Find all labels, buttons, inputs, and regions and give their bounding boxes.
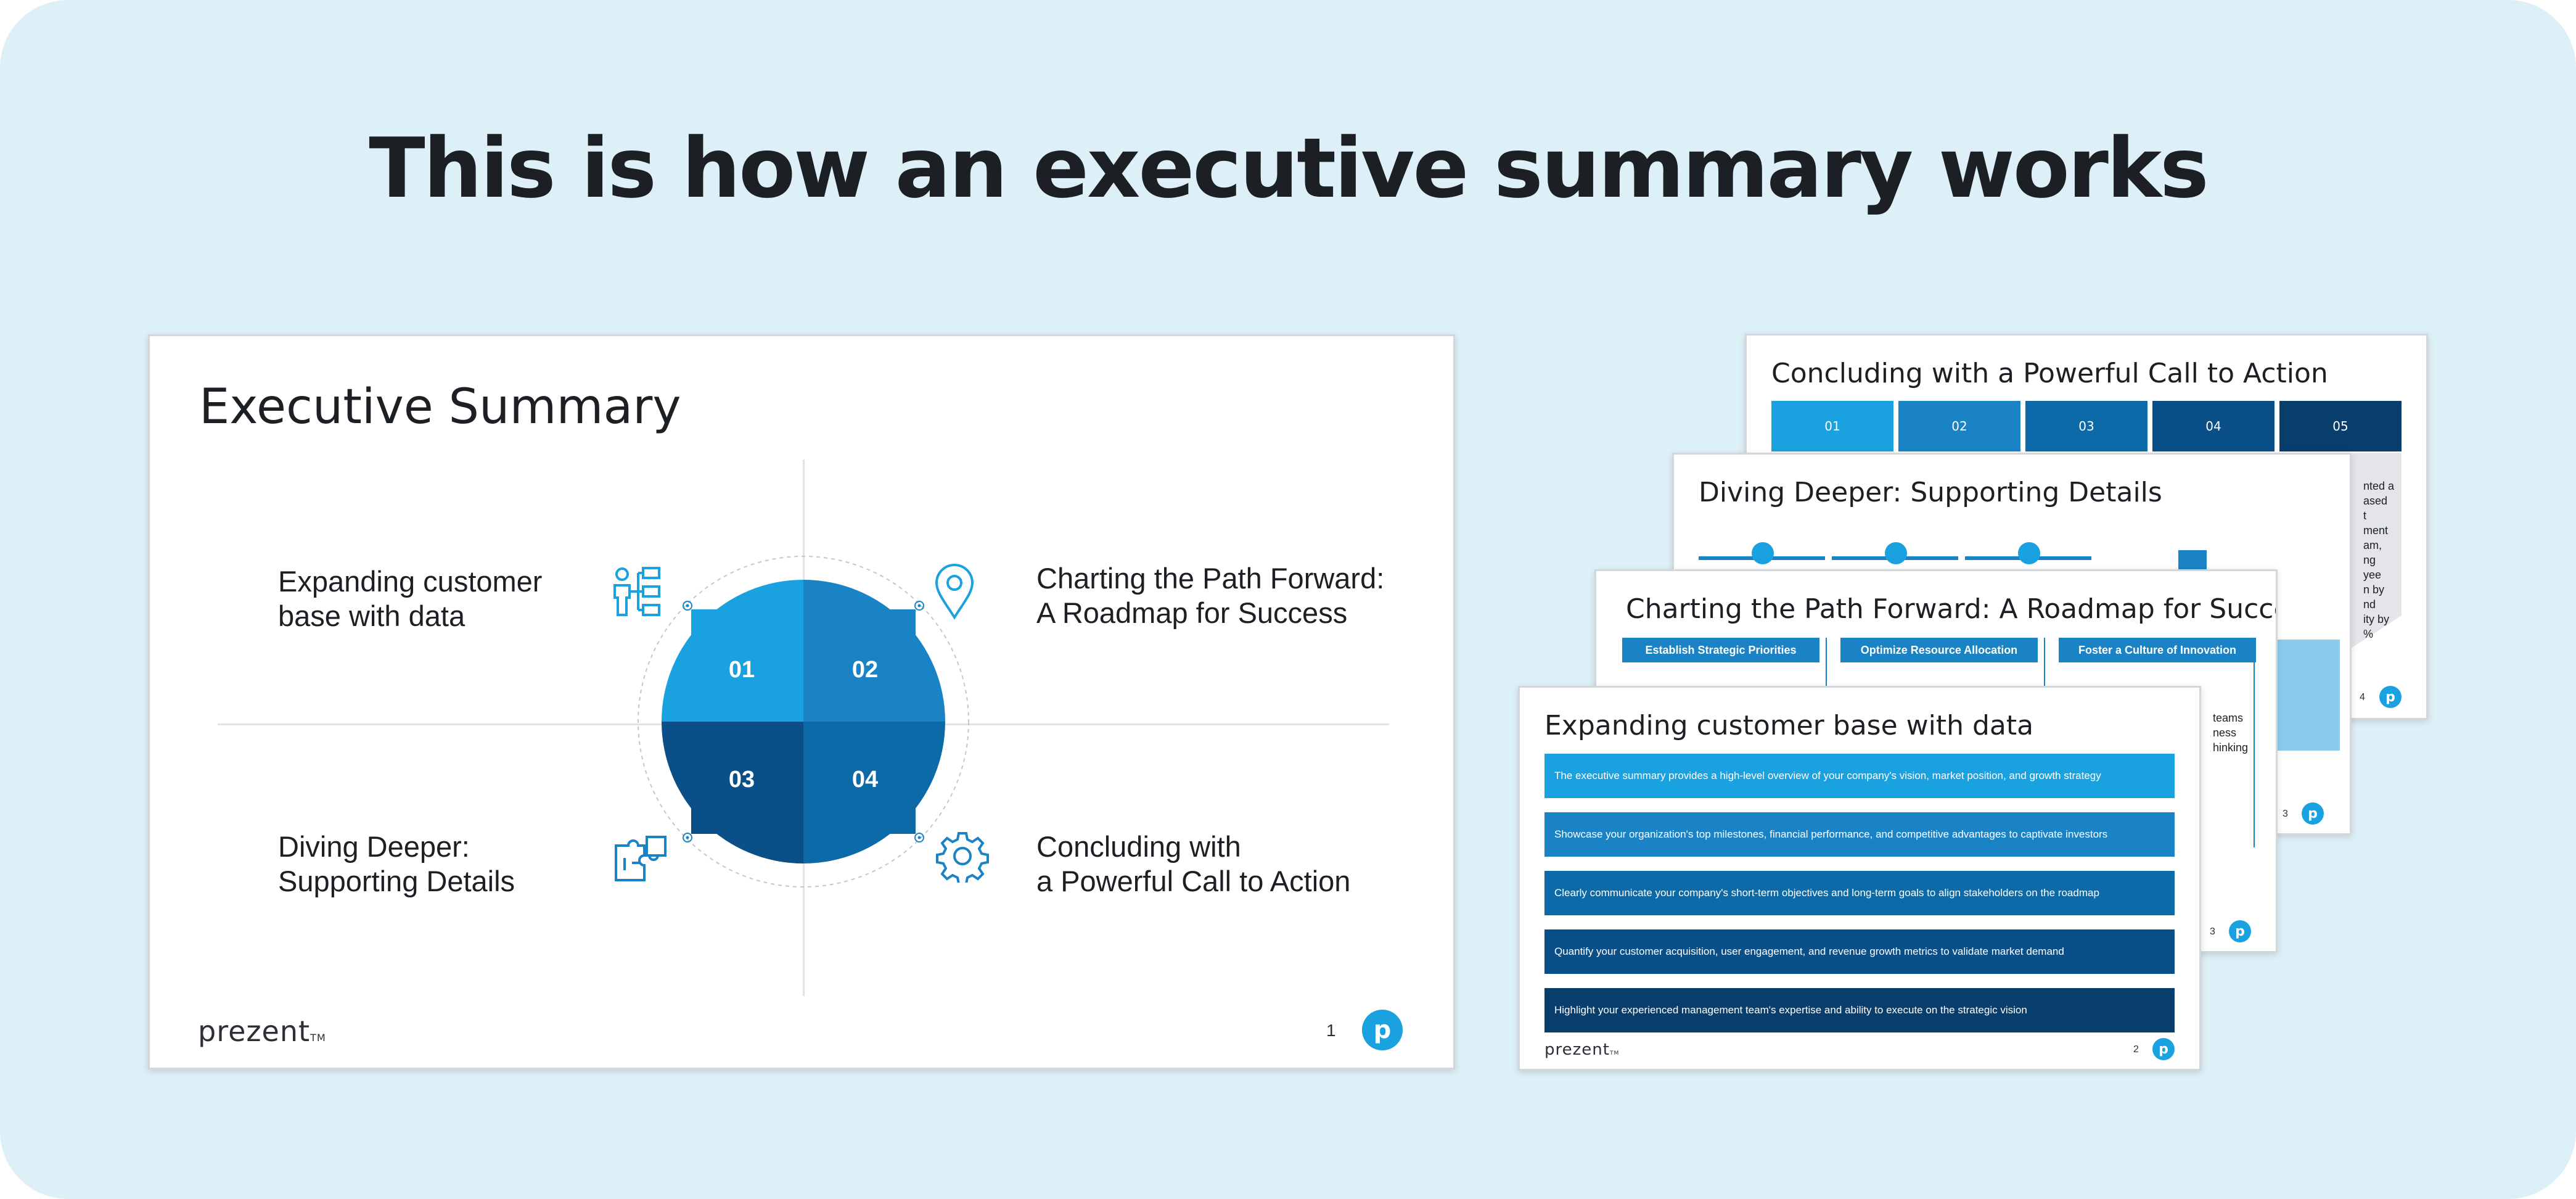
quadrant-label-1: Expanding customer base with data (278, 565, 543, 632)
prezent-logo: prezentTM (198, 1015, 326, 1048)
prezent-badge-icon: p (1362, 1010, 1403, 1050)
step-tile: 04 (2152, 401, 2275, 451)
column-header: Establish Strategic Priorities (1622, 638, 1819, 662)
quadrant-wedge-04 (803, 722, 945, 863)
chart-icon (1885, 542, 1907, 564)
slide-title: Charting the Path Forward: A Roadmap for… (1626, 593, 2278, 625)
quadrant-number-04: 04 (852, 767, 878, 793)
org-chart-person-icon (613, 567, 660, 616)
calendar-icon (1752, 542, 1774, 564)
prezent-badge-icon: p (2379, 686, 2402, 708)
page-number: 2 (2133, 1044, 2139, 1055)
quadrant-label-2: Charting the Path Forward: A Roadmap for… (1036, 562, 1385, 629)
page-title: This is how an executive summary works (369, 120, 2209, 216)
slide-title: Expanding customer base with data (1544, 710, 2034, 741)
column-header: Foster a Culture of Innovation (2059, 638, 2256, 662)
summary-row: Clearly communicate your company's short… (1544, 871, 2175, 915)
column-divider (2254, 662, 2255, 847)
slide-executive-summary[interactable]: Executive Summary Expanding customer bas… (148, 334, 1455, 1069)
slide-title: Diving Deeper: Supporting Details (1699, 477, 2162, 508)
prezent-logo: prezentTM (1544, 1040, 1620, 1059)
summary-row: The executive summary provides a high-le… (1544, 754, 2175, 798)
quadrant-circle-diagram: 01 02 03 04 (638, 556, 969, 888)
prezent-badge-icon: p (2302, 802, 2324, 825)
step-tile: 05 (2279, 401, 2402, 451)
body-text-fragment: teams ness hinking (2213, 712, 2249, 754)
quadrant-number-03: 03 (729, 767, 755, 793)
step-tile: 02 (1898, 401, 2020, 451)
quadrant-label-4: Concluding with a Powerful Call to Actio… (1036, 830, 1351, 897)
column-header: Optimize Resource Allocation (1840, 638, 2038, 662)
summary-row: Quantify your customer acquisition, user… (1544, 929, 2175, 974)
prezent-badge-icon: p (2229, 920, 2251, 942)
gear-icon (936, 832, 989, 883)
puzzle-pieces-icon (615, 836, 667, 881)
step-tile: 01 (1771, 401, 1893, 451)
quadrant-number-01: 01 (729, 657, 755, 683)
quadrant-label-3: Diving Deeper: Supporting Details (278, 830, 515, 897)
step-tile: 03 (2025, 401, 2147, 451)
location-pin-icon (935, 564, 974, 620)
search-icon (2018, 542, 2040, 564)
page-number: 3 (2210, 926, 2215, 937)
quadrant-number-02: 02 (852, 657, 878, 683)
page-number: 3 (2283, 809, 2288, 819)
page-number: 1 (1326, 1021, 1336, 1040)
summary-row: Showcase your organization's top milesto… (1544, 812, 2175, 857)
slide-thumbnail-customer-base[interactable]: Expanding customer base with data The ex… (1518, 686, 2201, 1071)
slide-title: Executive Summary (199, 379, 681, 435)
body-text-fragment: nted a ased t ment am, ng yee n by nd it… (2363, 480, 2395, 640)
quadrant-wedge-02 (803, 580, 945, 722)
slide-title: Concluding with a Powerful Call to Actio… (1771, 358, 2328, 389)
quadrant-wedge-01 (662, 580, 803, 722)
prezent-badge-icon: p (2152, 1038, 2175, 1060)
quadrant-wedge-03 (662, 722, 803, 863)
page-number: 4 (2360, 692, 2365, 703)
summary-row: Highlight your experienced management te… (1544, 988, 2175, 1032)
